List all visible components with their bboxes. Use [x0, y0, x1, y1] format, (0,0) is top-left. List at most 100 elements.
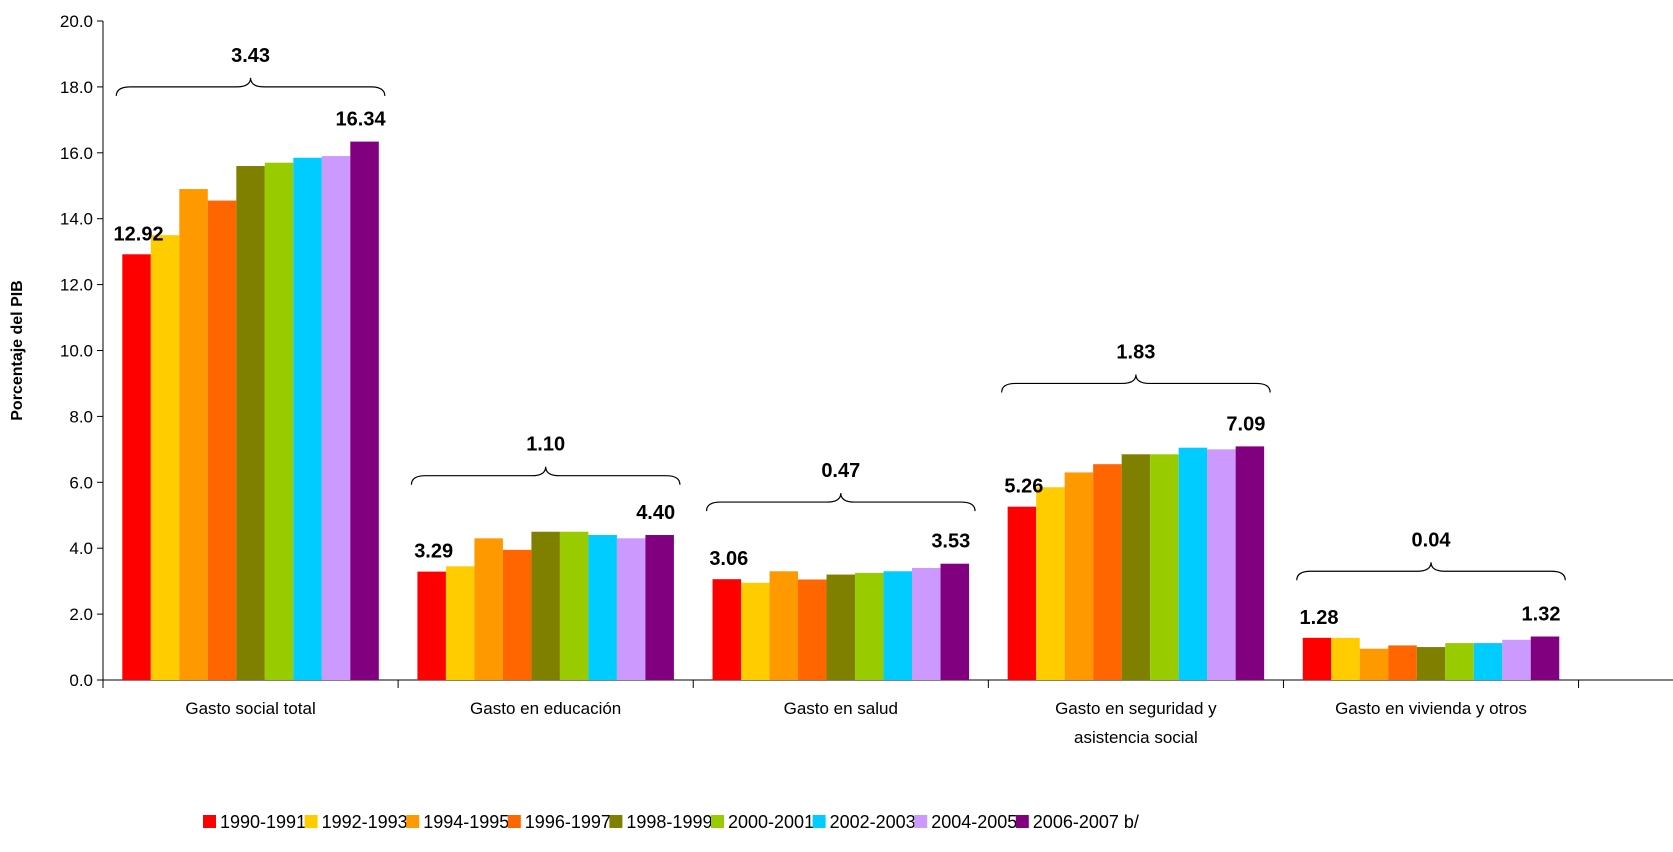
bracket-label: 0.04	[1412, 529, 1452, 551]
bracket-label: 0.47	[821, 460, 860, 482]
bar-2002-2003	[588, 535, 617, 680]
category-label: Gasto en vivienda y otros	[1335, 699, 1527, 718]
legend-label: 1996-1997	[525, 812, 611, 832]
bar-2000-2001	[264, 162, 294, 680]
bar-1990-1991	[122, 254, 151, 680]
y-tick-label: 4.0	[69, 539, 93, 558]
legend-label: 1998-1999	[626, 812, 712, 832]
legend-swatch	[203, 815, 216, 828]
y-tick-label: 12.0	[60, 276, 93, 295]
legend-swatch	[507, 815, 521, 828]
category-label: Gasto en salud	[784, 699, 898, 718]
legend: 1990-1991 1992-1993 1994-1995 1996-1997 1998…	[203, 812, 1139, 832]
bar-2004-2005	[616, 538, 646, 680]
legend-swatch	[609, 815, 623, 828]
bar-2000-2001	[559, 531, 589, 680]
legend-label: 2000-2001	[728, 812, 814, 832]
bar-1992-1993	[150, 235, 180, 681]
legend-label: 1994-1995	[423, 812, 509, 832]
legend-label: 2002-2003	[830, 812, 916, 832]
curly-bracket	[115, 77, 386, 96]
bar-2006-2007-b	[940, 563, 970, 680]
bracket-label: 3.43	[231, 45, 270, 67]
legend-swatch	[914, 815, 928, 828]
bar-2006-2007-b	[1530, 636, 1560, 680]
bar-1994-1995	[179, 189, 208, 681]
y-tick-label: 18.0	[60, 78, 93, 97]
legend-label: 2004-2005	[931, 812, 1017, 832]
bars	[122, 141, 1560, 681]
category-label: Gasto en seguridad y	[1055, 699, 1217, 718]
category-label: Gasto en educación	[470, 699, 621, 718]
bar-1990-1991	[1302, 637, 1332, 680]
bar-1996-1997	[502, 549, 532, 680]
data-label: 1.28	[1300, 607, 1339, 629]
legend-label: 1992-1993	[322, 812, 408, 832]
legend-swatch	[711, 815, 724, 828]
axes: 0.0 2.0 4.0 6.0 8.0 10.0 12.0 14.0 16.0 18.0 20.0 P…	[9, 12, 1673, 747]
bar-1994-1995	[769, 571, 799, 680]
data-label: 5.26	[1004, 476, 1043, 498]
curly-bracket	[705, 493, 976, 512]
bar-1996-1997	[798, 579, 827, 680]
y-tick-label: 14.0	[60, 210, 93, 229]
bar-2004-2005	[1207, 449, 1236, 680]
bar-1994-1995	[474, 538, 503, 680]
bar-1992-1993	[445, 566, 475, 680]
data-label: 3.29	[414, 541, 453, 563]
bar-2004-2005	[912, 567, 941, 680]
bar-1992-1993	[741, 582, 770, 680]
data-labels: 12.92 16.34 3.29 4.40 3.06 3.53 5.26 7.09 1.28 1.…	[114, 109, 1561, 629]
legend-swatch	[1015, 815, 1029, 828]
y-tick-label: 2.0	[69, 605, 93, 624]
y-tick-label: 0.0	[69, 671, 93, 690]
curly-bracket	[1001, 374, 1271, 393]
bar-1998-1999	[1121, 454, 1151, 680]
bar-2006-2007-b	[1235, 446, 1265, 680]
bar-2000-2001	[1150, 454, 1179, 680]
bar-1994-1995	[1064, 472, 1094, 680]
bar-2002-2003	[293, 157, 322, 680]
legend-label: 1990-1991	[220, 812, 306, 832]
category-label: asistencia social	[1074, 728, 1198, 747]
legend-label: 2006-2007 b/	[1033, 812, 1139, 832]
y-tick-label: 6.0	[69, 473, 93, 492]
legend-swatch	[406, 815, 420, 828]
curly-bracket	[410, 466, 681, 485]
bar-2002-2003	[1473, 643, 1503, 680]
bar-1998-1999	[531, 531, 560, 680]
bracket-label: 1.83	[1116, 341, 1155, 363]
y-tick-label: 10.0	[60, 342, 93, 361]
data-label: 4.40	[636, 502, 675, 524]
bar-2006-2007-b	[645, 535, 674, 680]
data-label: 7.09	[1226, 413, 1265, 435]
legend-swatch	[812, 815, 826, 828]
bar-1992-1993	[1331, 637, 1360, 680]
bar-1992-1993	[1036, 487, 1065, 680]
bar-1994-1995	[1359, 648, 1389, 680]
bar-1996-1997	[1388, 645, 1417, 680]
bar-2002-2003	[883, 571, 913, 680]
bar-1990-1991	[1007, 506, 1037, 680]
y-axis-title: Porcentaje del PIB	[9, 280, 26, 421]
bracket-label: 1.10	[526, 434, 565, 456]
y-tick-label: 20.0	[60, 12, 93, 31]
bar-1996-1997	[1093, 464, 1122, 680]
y-tick-label: 8.0	[69, 407, 93, 426]
bar-2000-2001	[1445, 643, 1474, 680]
bar-2004-2005	[1502, 639, 1531, 680]
bar-2000-2001	[855, 572, 884, 680]
category-label: Gasto social total	[185, 699, 315, 718]
bar-1996-1997	[207, 200, 237, 680]
data-label: 12.92	[114, 223, 164, 245]
bar-1998-1999	[826, 574, 856, 680]
bar-1998-1999	[1416, 647, 1446, 680]
bar-1990-1991	[417, 571, 446, 680]
data-label: 3.06	[709, 548, 748, 570]
bar-2006-2007-b	[350, 141, 379, 681]
legend-swatch	[304, 815, 318, 828]
bar-1990-1991	[712, 579, 742, 680]
data-label: 1.32	[1522, 604, 1561, 626]
curly-bracket	[1296, 562, 1566, 581]
